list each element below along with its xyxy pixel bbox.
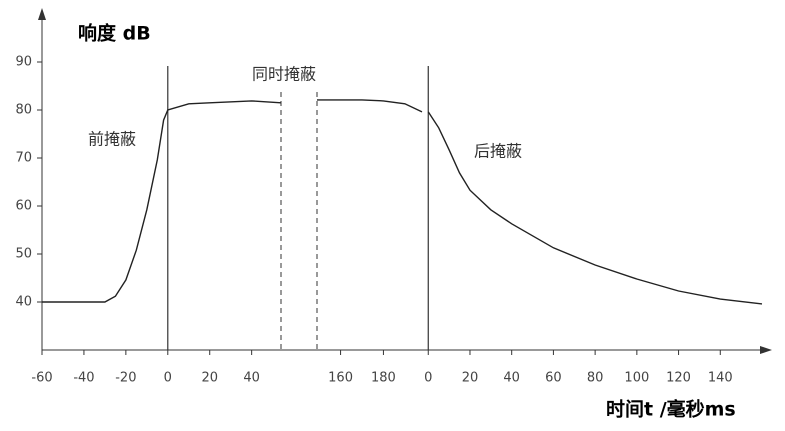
x-tick-label: 140	[708, 371, 733, 386]
x-tick-label: 60	[545, 371, 562, 386]
x-tick-label: 160	[328, 371, 353, 386]
x-tick-label: 40	[243, 371, 260, 386]
x-tick-label: -40	[73, 371, 94, 386]
y-axis-label: 响度 dB	[78, 22, 151, 45]
y-tick-label: 60	[15, 199, 32, 214]
x-arrow	[760, 346, 772, 354]
y-tick-label: 80	[15, 103, 32, 118]
annotation: 前掩蔽	[88, 130, 136, 149]
line	[317, 99, 423, 113]
x-tick-label: -60	[31, 371, 52, 386]
x-tick-label: 100	[624, 371, 649, 386]
x-tick-label: 0	[424, 371, 432, 386]
y-tick-label: 40	[15, 295, 32, 310]
annotation: 后掩蔽	[474, 142, 522, 161]
x-axis-label: 时间t /毫秒ms	[606, 398, 736, 421]
y-tick-label: 70	[15, 151, 32, 166]
x-tick-label: 40	[503, 371, 520, 386]
x-tick-label: 20	[462, 371, 479, 386]
x-tick-label: -20	[115, 371, 136, 386]
line	[427, 111, 763, 305]
x-tick-label: 0	[164, 371, 172, 386]
line	[42, 100, 282, 303]
y-arrow	[38, 8, 46, 20]
y-tick-label: 90	[15, 55, 32, 70]
y-tick-label: 50	[15, 247, 32, 262]
annotation: 同时掩蔽	[252, 65, 316, 84]
x-tick-label: 120	[666, 371, 691, 386]
x-tick-label: 20	[201, 371, 218, 386]
x-tick-label: 180	[371, 371, 396, 386]
x-tick-label: 80	[587, 371, 604, 386]
